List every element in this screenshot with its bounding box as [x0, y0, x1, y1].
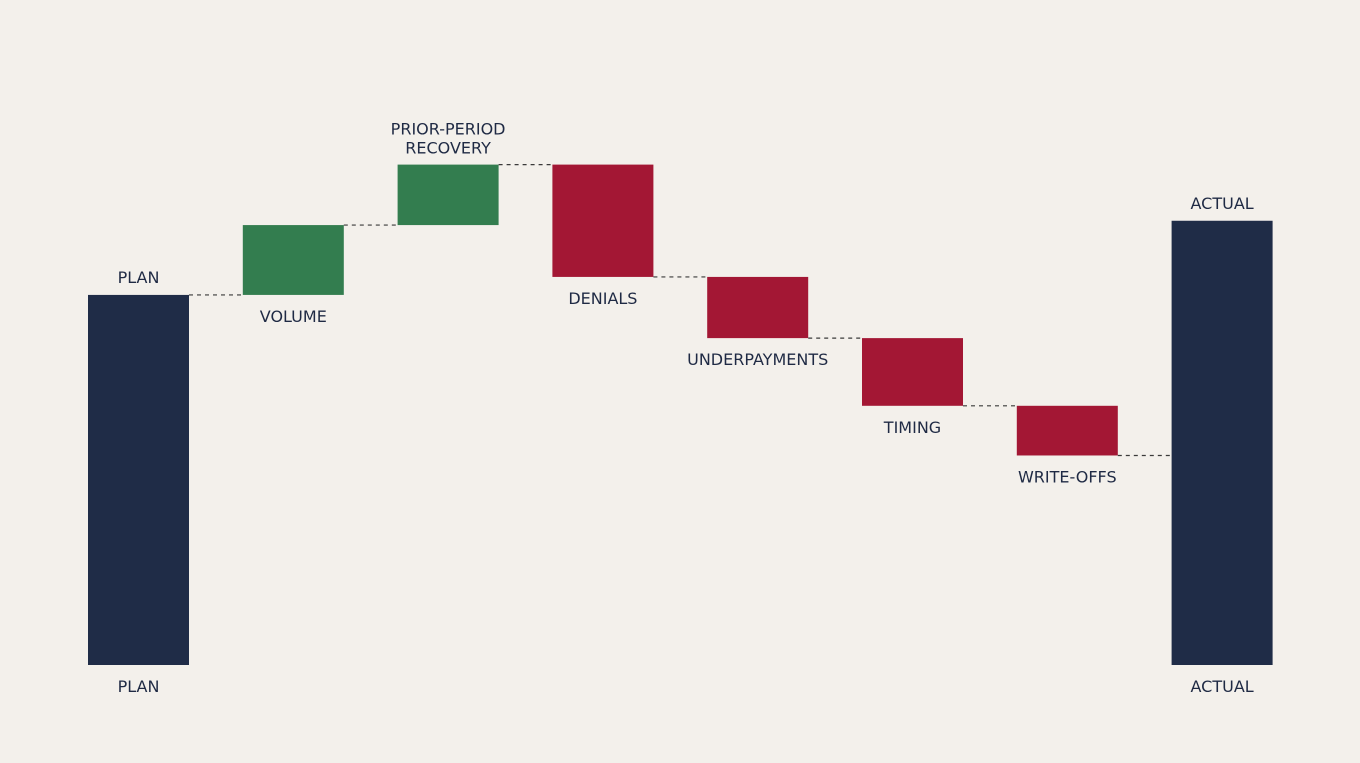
label-underpayments: UNDERPAYMENTS: [687, 350, 828, 369]
bar-write-offs: [1016, 405, 1118, 456]
label-top-plan: PLAN: [118, 268, 160, 287]
bar-plan: [88, 294, 189, 665]
bar-denials: [552, 164, 654, 277]
label-bottom-actual: ACTUAL: [1191, 677, 1254, 696]
label-timing: TIMING: [883, 418, 941, 437]
label-write-offs: WRITE-OFFS: [1018, 467, 1117, 486]
label-volume: VOLUME: [260, 307, 327, 326]
label-prior-period-recovery-line-1: PRIOR-PERIOD: [391, 120, 506, 139]
bar-actual: [1171, 220, 1273, 665]
bar-underpayments: [707, 276, 809, 339]
label-denials: DENIALS: [568, 289, 637, 308]
label-bottom-plan: PLAN: [118, 677, 160, 696]
label-top-actual: ACTUAL: [1191, 194, 1254, 213]
bar-timing: [862, 338, 963, 406]
label-prior-period-recovery-line-2: RECOVERY: [405, 139, 491, 158]
bar-prior-period-recovery: [397, 164, 499, 226]
bar-volume: [242, 225, 344, 295]
